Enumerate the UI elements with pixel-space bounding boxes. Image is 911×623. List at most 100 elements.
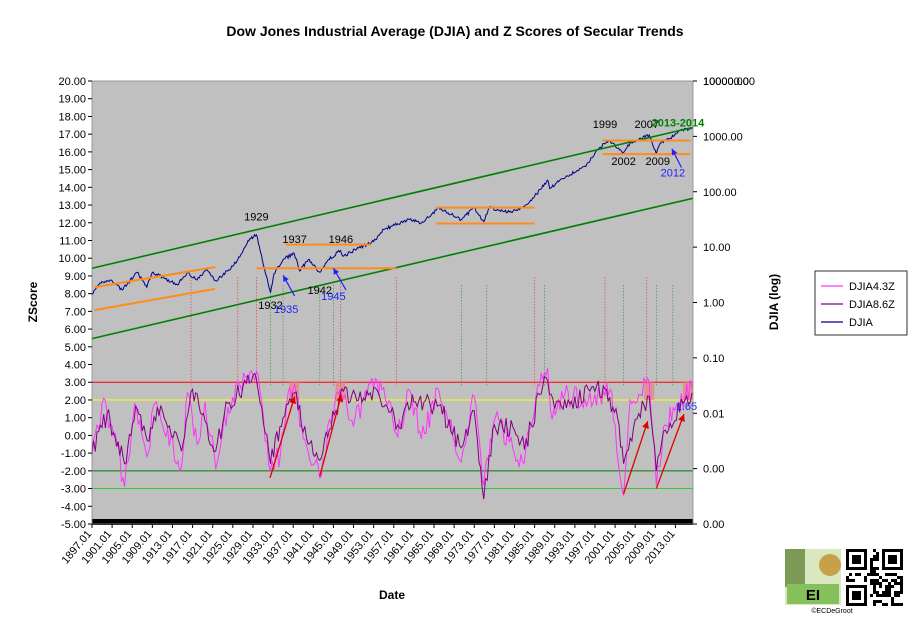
logo-strip — [787, 584, 839, 604]
credit-text: ©ECDeGroot — [811, 607, 852, 615]
y-tick-label: 13.00 — [58, 200, 86, 212]
qr-module — [897, 594, 900, 597]
qr-module — [885, 579, 888, 582]
qr-module — [882, 603, 885, 606]
qr-module — [870, 594, 873, 597]
qr-module — [876, 594, 879, 597]
qr-module — [885, 588, 888, 591]
rising-arrow — [622, 421, 649, 495]
qr-module — [885, 585, 888, 588]
qr-module — [885, 591, 888, 594]
y-tick-label: 6.00 — [65, 324, 86, 336]
annotation-1937: 1937 — [282, 234, 306, 246]
qr-module — [888, 591, 891, 594]
y-tick-label: 14.00 — [58, 182, 86, 194]
y-tick-label: 20.00 — [58, 76, 86, 88]
qr-module — [885, 603, 888, 606]
qr-module — [870, 561, 873, 564]
legend-box — [814, 270, 908, 336]
qr-module — [873, 582, 876, 585]
y-tick-label: 16.00 — [58, 147, 86, 159]
qr-module — [879, 594, 882, 597]
qr-module — [894, 579, 897, 582]
qr-module — [891, 597, 894, 600]
shaded-peak — [289, 382, 300, 400]
y-tick-label: -1.00 — [61, 448, 86, 460]
y-tick-label: 9.00 — [65, 271, 86, 283]
y-tick-label: -5.00 — [61, 519, 86, 531]
qr-module — [888, 588, 891, 591]
qr-module — [894, 573, 897, 576]
rising-arrow — [319, 394, 343, 477]
qr-module — [870, 573, 873, 576]
series-line-djia8-6z — [91, 372, 693, 500]
qr-module — [879, 600, 882, 603]
y-tick-label: -3.00 — [61, 484, 86, 496]
qr-module — [897, 603, 900, 606]
qr-module — [897, 576, 900, 579]
qr-module — [888, 594, 891, 597]
y2-tick-label: 100000.00 — [703, 76, 755, 88]
qr-module — [894, 594, 897, 597]
y-tick-label: 12.00 — [58, 218, 86, 230]
qr-module — [894, 582, 897, 585]
legend-label-djia8-6z: DJIA8.6Z — [849, 299, 895, 311]
qr-module — [882, 591, 885, 594]
qr-module — [876, 567, 879, 570]
qr-module — [846, 576, 849, 579]
trend-line-upper — [91, 126, 694, 270]
qr-module — [888, 582, 891, 585]
qr-module — [870, 567, 873, 570]
y-tick-label: 8.00 — [65, 289, 86, 301]
qr-module — [900, 603, 903, 606]
qr-module — [849, 573, 852, 576]
secular-range-line — [94, 287, 216, 312]
qr-module — [876, 555, 879, 558]
qr-module — [873, 588, 876, 591]
qr-module — [900, 585, 903, 588]
qr-module — [897, 582, 900, 585]
qr-module — [864, 579, 867, 582]
qr-module — [888, 573, 891, 576]
y-tick-label: 17.00 — [58, 129, 86, 141]
legend: DJIA4.3Z DJIA8.6Z DJIA — [814, 270, 908, 336]
qr-module — [852, 579, 855, 582]
qr-module — [891, 600, 894, 603]
qr-module — [873, 570, 876, 573]
logo-coin — [819, 554, 841, 576]
y-tick-label: 4.00 — [65, 360, 86, 372]
y2-tick-label: 0.00 — [703, 464, 724, 476]
annotation-1929: 1929 — [244, 212, 268, 224]
annotation-2009: 2009 — [646, 156, 670, 168]
x-axis-label: Date — [379, 588, 405, 602]
secular-ranges — [94, 139, 691, 312]
y2-tick-label: 10.00 — [703, 242, 731, 254]
qr-module — [873, 573, 876, 576]
y2-tick-label: 0.10 — [703, 353, 724, 365]
annotation-2002: 2002 — [611, 156, 635, 168]
event-dropdowns — [190, 276, 674, 386]
qr-module — [879, 585, 882, 588]
qr-module — [894, 603, 897, 606]
qr-module — [864, 576, 867, 579]
annotation-1.65: 1.65 — [676, 401, 697, 413]
y-tick-label: 2.00 — [65, 395, 86, 407]
y-tick-label: 1.00 — [65, 413, 86, 425]
annotation-2013-2014: 2013-2014 — [652, 118, 705, 130]
legend-label-djia: DJIA — [849, 317, 874, 329]
qr-module — [873, 549, 876, 552]
qr-module — [900, 582, 903, 585]
y-tick-label: 7.00 — [65, 306, 86, 318]
y2-tick-label: 1.00 — [703, 298, 724, 310]
qr-module — [897, 591, 900, 594]
y2-tick-label: 100.00 — [703, 187, 737, 199]
qr-module — [870, 579, 873, 582]
qr-module — [849, 579, 852, 582]
logo-text: EI — [806, 587, 820, 604]
qr-module — [891, 573, 894, 576]
qr-module — [873, 567, 876, 570]
annotation-2012: 2012 — [661, 167, 685, 179]
y2-tick-label: 0.00 — [703, 519, 724, 531]
qr-module — [891, 579, 894, 582]
